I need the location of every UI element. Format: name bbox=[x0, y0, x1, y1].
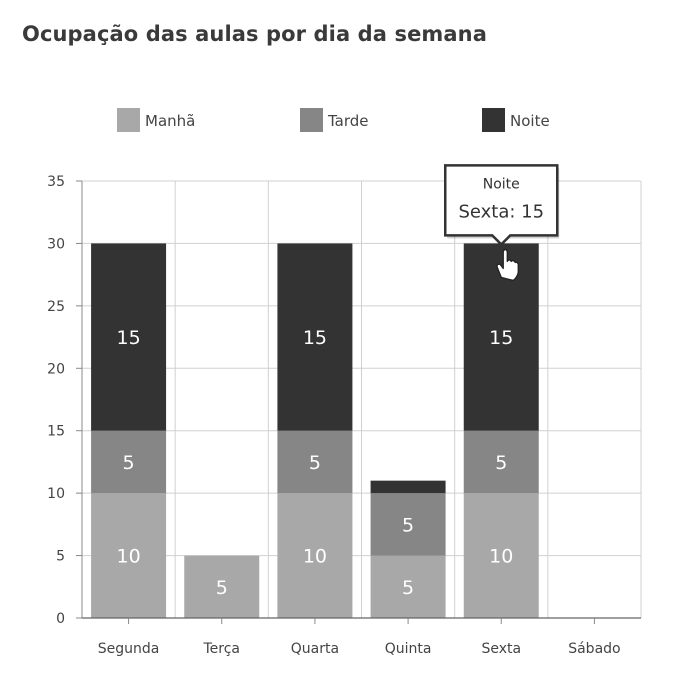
x-tick-label: Terça bbox=[202, 641, 240, 657]
bar-value-label: 15 bbox=[116, 327, 140, 349]
x-tick-label: Quarta bbox=[291, 641, 339, 657]
bar-manhã-sexta bbox=[463, 493, 539, 618]
tooltip: Noite Sexta: 15 bbox=[444, 164, 560, 282]
legend: Manhã Tarde Noite bbox=[117, 108, 550, 132]
bars: 10 5 15 5 10 5 15 5 5 10 5 15 bbox=[91, 243, 539, 618]
bar-manhã-quinta bbox=[370, 555, 446, 618]
bar-manhã-quarta bbox=[277, 493, 353, 618]
hand-cursor-icon bbox=[496, 248, 519, 282]
bar-tarde-quinta bbox=[370, 493, 446, 556]
bar-noite-quinta bbox=[370, 480, 446, 494]
bar-value-label: 5 bbox=[495, 452, 507, 474]
bar-value-label: 10 bbox=[303, 546, 327, 568]
y-tick-label: 35 bbox=[47, 174, 65, 190]
x-tick-label: Sábado bbox=[568, 641, 620, 657]
legend-label: Tarde bbox=[327, 112, 369, 130]
bar-value-label: 10 bbox=[489, 546, 513, 568]
bar-value-label: 5 bbox=[309, 452, 321, 474]
legend-swatch bbox=[482, 108, 505, 132]
bar-manhã-terça bbox=[184, 555, 260, 618]
x-tick-label: Quinta bbox=[385, 641, 432, 657]
legend-label: Manhã bbox=[145, 112, 195, 130]
bar-value-label: 10 bbox=[116, 546, 140, 568]
y-tick-label: 5 bbox=[56, 549, 65, 565]
y-tick-label: 0 bbox=[56, 611, 65, 627]
bar-tarde-quarta bbox=[277, 430, 353, 494]
legend-label: Noite bbox=[510, 112, 550, 130]
x-tick-label: Segunda bbox=[98, 641, 160, 657]
bar-value-label: 15 bbox=[489, 327, 513, 349]
y-tick-label: 10 bbox=[47, 486, 65, 502]
y-tick-label: 20 bbox=[47, 361, 65, 377]
axes: 0 5 10 15 20 25 30 35 Segunda Terça Quarta Quinta Se… bbox=[47, 174, 641, 657]
chart-title: Ocupação das aulas por dia da semana bbox=[22, 22, 487, 46]
y-tick-label: 30 bbox=[47, 236, 65, 252]
tooltip-box bbox=[444, 164, 559, 247]
bar-noite-segunda bbox=[91, 243, 167, 431]
tooltip-series: Noite bbox=[483, 176, 520, 192]
legend-swatch bbox=[300, 108, 323, 132]
bar-manhã-segunda bbox=[91, 493, 167, 618]
x-tick-label: Sexta bbox=[481, 641, 521, 657]
legend-swatch bbox=[117, 108, 140, 132]
bar-value-label: 5 bbox=[402, 514, 414, 536]
bar-value-label: 5 bbox=[402, 577, 414, 599]
bar-tarde-segunda bbox=[91, 430, 167, 494]
y-tick-label: 25 bbox=[47, 299, 65, 315]
bar-tarde-sexta bbox=[463, 430, 539, 494]
bar-noite-quarta bbox=[277, 243, 353, 431]
tooltip-value: Sexta: 15 bbox=[458, 201, 544, 222]
bar-value-label: 5 bbox=[123, 452, 135, 474]
bar-value-label: 5 bbox=[216, 577, 228, 599]
bar-value-label: 15 bbox=[303, 327, 327, 349]
y-tick-label: 15 bbox=[47, 424, 65, 440]
